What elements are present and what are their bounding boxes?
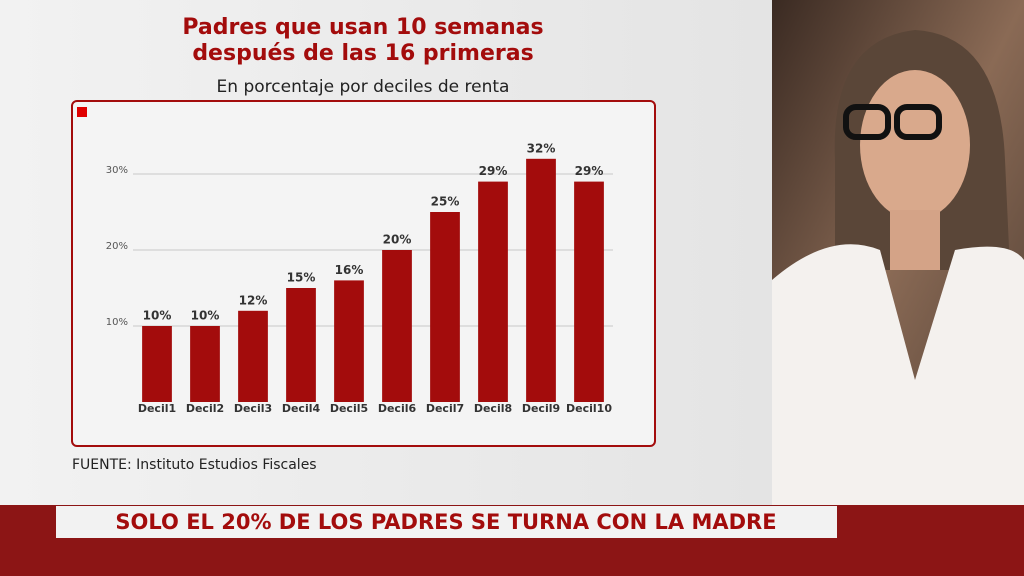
value-label: 10% — [191, 309, 220, 323]
bar — [238, 310, 268, 402]
value-label: 20% — [383, 233, 412, 247]
x-tick-label: Decil7 — [426, 402, 464, 415]
value-label: 12% — [239, 293, 268, 307]
x-tick-label: Decil1 — [138, 402, 176, 415]
y-tick-label: 10% — [106, 317, 128, 328]
x-tick-label: Decil3 — [234, 402, 272, 415]
x-tick-label: Decil6 — [378, 402, 417, 415]
y-tick-label: 20% — [106, 241, 128, 252]
bar — [286, 288, 316, 402]
value-label: 15% — [287, 271, 316, 285]
source-note: FUENTE: Instituto Estudios Fiscales — [72, 457, 317, 473]
bar — [382, 250, 412, 402]
presenter-neck — [890, 210, 940, 270]
x-tick-label: Decil9 — [522, 402, 560, 415]
presenter-face — [860, 70, 970, 220]
x-tick-label: Decil8 — [474, 402, 512, 415]
frame-icon — [77, 107, 87, 117]
plot: 10% 20% 30% Decil1 10% Decil2 10% Decil3 12% Deci… — [106, 141, 613, 415]
glasses — [894, 104, 942, 140]
bar — [526, 158, 556, 402]
bar — [334, 280, 364, 402]
chart-title: después de las 16 primeras — [192, 41, 533, 66]
x-tick-label: Decil2 — [186, 402, 224, 415]
value-label: 29% — [479, 164, 508, 178]
value-label: 16% — [335, 263, 364, 277]
bar — [142, 326, 172, 402]
bar — [574, 181, 604, 402]
value-label: 25% — [431, 195, 460, 209]
presenter-blouse — [772, 244, 1024, 505]
banner-text: SOLO EL 20% DE LOS PADRES SE TURNA CON L… — [115, 510, 776, 534]
x-tick-label: Decil10 — [566, 402, 612, 415]
value-label: 10% — [143, 309, 172, 323]
bar — [478, 181, 508, 402]
value-label: 29% — [575, 164, 604, 178]
y-tick-label: 30% — [106, 165, 128, 176]
chart-title: Padres que usan 10 semanas — [182, 15, 543, 40]
bar — [190, 326, 220, 402]
x-tick-label: Decil4 — [282, 402, 321, 415]
bar — [430, 212, 460, 402]
chart-subtitle: En porcentaje por deciles de renta — [217, 77, 510, 97]
value-label: 32% — [527, 141, 556, 155]
glasses — [843, 104, 891, 140]
x-tick-label: Decil5 — [330, 402, 368, 415]
banner-box — [56, 506, 837, 538]
